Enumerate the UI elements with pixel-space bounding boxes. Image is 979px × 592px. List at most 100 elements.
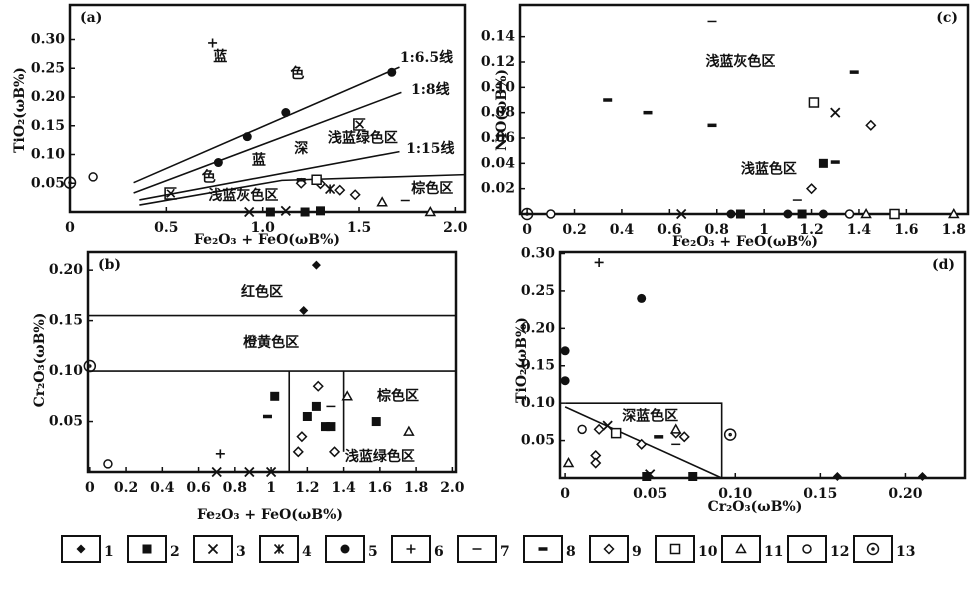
x-tick-label: 0.2 (562, 222, 586, 238)
panel-label: (a) (80, 10, 102, 26)
y-tick-label: 0.20 (31, 89, 65, 105)
region-label: 深蓝色区 (622, 408, 678, 425)
reference-line (565, 402, 723, 478)
data-point (593, 423, 605, 435)
y-axis-label: TiO₂(ωB%) (514, 317, 530, 403)
data-point (636, 438, 648, 450)
legend-box (853, 535, 893, 563)
region-label: 区 (163, 187, 177, 203)
data-point (387, 67, 397, 77)
data-point (797, 209, 807, 219)
x-tick-label: 1.2 (295, 480, 319, 496)
data-point (546, 209, 556, 219)
legend-label: 13 (896, 544, 915, 560)
legend-box (391, 535, 431, 563)
legend-label: 12 (830, 544, 849, 560)
y-tick-label: 0.06 (481, 130, 515, 146)
legend-label: 8 (566, 544, 576, 560)
x-tick-label: 0 (65, 220, 75, 236)
legend-label: 5 (368, 544, 378, 560)
legend-marker (603, 543, 615, 555)
y-tick-label: 0.10 (49, 363, 83, 379)
x-tick-label: 0.4 (150, 480, 175, 496)
x-tick-label: 0.6 (657, 222, 681, 238)
x-tick-label: 1.4 (847, 222, 872, 238)
legend-label: 1 (104, 544, 114, 560)
region-label: 橙黄色区 (243, 334, 299, 351)
data-point (577, 424, 587, 435)
data-point (602, 420, 613, 431)
legend-marker (273, 543, 285, 555)
y-tick-label: 0.15 (49, 313, 83, 329)
y-tick-label: 0.05 (31, 175, 65, 191)
legend-label: 6 (434, 544, 444, 560)
data-point (341, 390, 354, 401)
y-tick-label: 0.02 (481, 181, 515, 197)
data-point (560, 376, 570, 386)
reference-line (133, 66, 400, 184)
data-point (590, 457, 602, 469)
y-tick-label: 0.04 (481, 155, 515, 171)
y-tick-label: 0.08 (481, 105, 515, 121)
x-tick-label: 1.2 (799, 222, 823, 238)
data-point (676, 208, 687, 220)
y-tick-label: 0.15 (31, 118, 65, 134)
region-label: 深 (294, 140, 308, 157)
data-point (805, 183, 818, 195)
y-axis-label: Cr₂O₃(ωB%) (32, 313, 48, 408)
x-tick-label: 2.0 (440, 480, 465, 496)
data-point (642, 472, 652, 482)
data-point (723, 428, 737, 441)
x-tick-label: 1.5 (347, 220, 371, 236)
legend-marker (142, 544, 152, 554)
data-point (735, 209, 745, 219)
data-point (211, 466, 222, 478)
x-tick-label: 0.5 (154, 220, 178, 236)
data-point (270, 391, 280, 401)
x-axis-label: Fe₂O₃ + FeO(ωB%) (194, 232, 340, 248)
region-label: 浅蓝色区 (741, 161, 797, 178)
y-tick-label: 0.10 (31, 147, 65, 163)
data-point (688, 472, 698, 482)
data-point (242, 132, 252, 142)
x-tick-label: 1.8 (942, 222, 966, 238)
data-point (280, 205, 291, 216)
y-tick-label: 0.20 (521, 320, 555, 336)
x-tick-label: 1.4 (331, 480, 356, 496)
data-point (520, 207, 534, 221)
panel-label: (b) (98, 257, 121, 273)
x-tick-label: 0.15 (803, 486, 837, 502)
data-point (281, 108, 291, 118)
y-tick-label: 0.14 (481, 29, 515, 45)
region-label: 红色区 (241, 283, 283, 300)
panel-label: (d) (932, 257, 955, 273)
data-point (560, 346, 570, 356)
data-point (424, 205, 437, 217)
data-point (325, 183, 336, 195)
data-point (299, 306, 309, 316)
region-label: 浅蓝绿色区 (345, 448, 415, 465)
legend-marker (669, 543, 681, 555)
data-point (296, 431, 308, 443)
data-point (678, 431, 690, 443)
data-point (103, 459, 113, 469)
reference-line (133, 91, 402, 194)
region-label: 色 (202, 169, 216, 186)
data-point (334, 184, 346, 196)
x-tick-label: 0.8 (705, 222, 729, 238)
legend-label: 2 (170, 544, 180, 560)
data-point (865, 119, 877, 131)
x-tick-label: 0 (85, 480, 95, 496)
data-point (300, 207, 310, 217)
y-tick-label: 0.10 (481, 79, 515, 95)
y-tick-label: 0.30 (31, 32, 65, 48)
y-tick-label: 0.05 (49, 414, 83, 430)
data-point (947, 207, 960, 219)
legend-marker (76, 544, 86, 554)
data-point (349, 189, 361, 201)
data-point (208, 38, 218, 48)
reference-line (139, 173, 466, 206)
data-point (808, 97, 820, 108)
x-tick-label: 1.8 (404, 480, 428, 496)
region-label: 浅蓝灰色区 (705, 53, 775, 70)
